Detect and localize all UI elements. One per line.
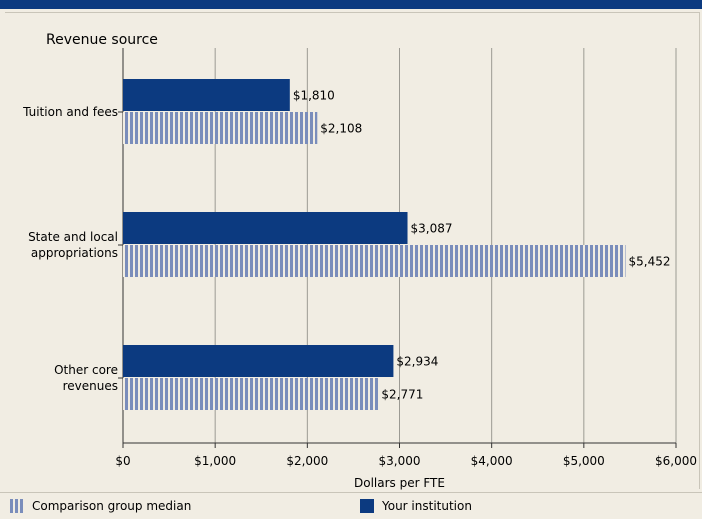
- category-label: appropriations: [31, 246, 118, 260]
- bar-value-label: $3,087: [411, 222, 453, 236]
- bar-value-label: $5,452: [628, 255, 670, 269]
- category-label: Tuition and fees: [22, 105, 118, 119]
- institution-bar: [123, 79, 290, 111]
- institution-bar: [123, 345, 394, 377]
- bar-value-label: $1,810: [293, 89, 335, 103]
- comparison-bar: [123, 112, 318, 144]
- x-axis-label: Dollars per FTE: [354, 476, 445, 490]
- bar-value-label: $2,934: [396, 355, 438, 369]
- category-label: Other core: [54, 363, 118, 377]
- category-label: revenues: [63, 379, 118, 393]
- institution-bar: [123, 212, 408, 244]
- x-tick-label: $2,000: [286, 454, 328, 468]
- comparison-bar: [123, 378, 379, 410]
- legend-label-institution: Your institution: [382, 499, 472, 513]
- x-tick-label: $4,000: [471, 454, 513, 468]
- chart-title: Revenue source: [46, 32, 158, 48]
- category-label: State and local: [28, 230, 118, 244]
- legend-item-institution: Your institution: [360, 499, 472, 513]
- legend-label-comparison: Comparison group median: [32, 499, 192, 513]
- legend-swatch-institution: [360, 499, 374, 513]
- x-tick-label: $5,000: [563, 454, 605, 468]
- bar-value-label: $2,771: [381, 388, 423, 402]
- legend-item-comparison: Comparison group median: [10, 499, 191, 513]
- legend-swatch-comparison: [10, 499, 24, 513]
- chart-frame: [5, 12, 700, 489]
- x-tick-label: $0: [115, 454, 130, 468]
- x-tick-label: $1,000: [194, 454, 236, 468]
- header-bar: [0, 0, 702, 9]
- x-tick-label: $6,000: [655, 454, 697, 468]
- x-tick-label: $3,000: [379, 454, 421, 468]
- revenue-bar-chart: Revenue source $0 $1,000 $2,000 $3,000 $4,000…: [22, 32, 697, 490]
- comparison-bar: [123, 245, 626, 277]
- bar-value-label: $2,108: [320, 122, 362, 136]
- legend: Comparison group median Your institution: [0, 492, 702, 519]
